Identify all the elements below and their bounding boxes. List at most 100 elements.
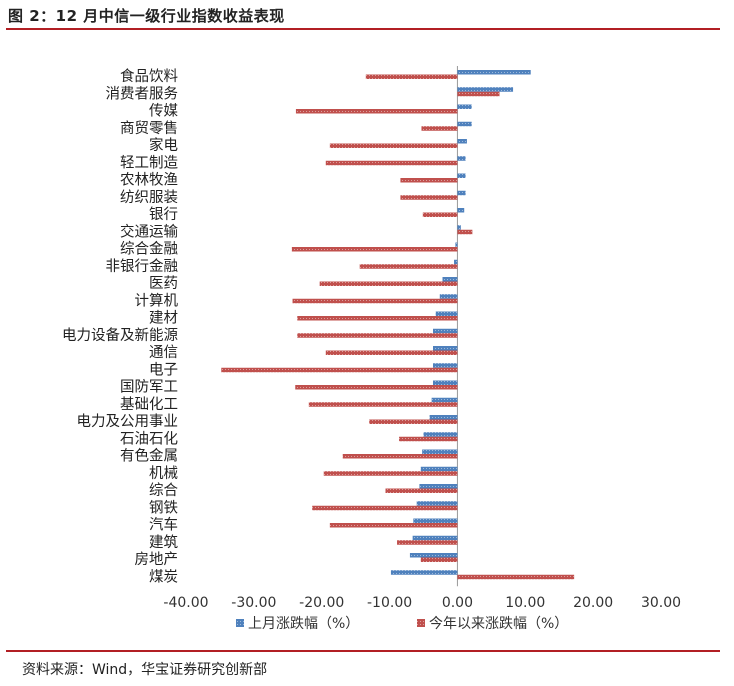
- category-label: 商贸零售: [120, 120, 178, 137]
- category-labels-group: 食品饮料消费者服务传媒商贸零售家电轻工制造农林牧渔纺织服装银行交通运输综合金融非…: [62, 68, 178, 585]
- bars-group: [221, 70, 575, 580]
- bar-ytd: [421, 126, 458, 131]
- category-label: 交通运输: [120, 222, 178, 240]
- bar-last-month: [457, 87, 514, 92]
- bar-ytd: [295, 385, 458, 390]
- bar-ytd: [325, 160, 458, 166]
- bar-ytd: [385, 488, 458, 493]
- x-tick-label: -30.00: [231, 595, 276, 611]
- bar-ytd: [359, 264, 458, 269]
- bar-ytd: [457, 91, 500, 97]
- category-label: 银行: [149, 206, 178, 223]
- bar-last-month: [422, 449, 458, 454]
- bar-ytd: [312, 505, 458, 511]
- title-rule: [6, 28, 720, 30]
- category-label: 国防军工: [120, 379, 178, 396]
- bar-last-month: [433, 380, 458, 385]
- bar-ytd: [319, 281, 458, 286]
- category-label: 非银行金融: [106, 258, 179, 275]
- category-label: 电力设备及新能源: [62, 327, 178, 344]
- bar-ytd: [457, 229, 473, 235]
- category-label: 建材: [149, 310, 178, 327]
- bar-last-month: [412, 535, 458, 541]
- bar-ytd: [329, 143, 458, 148]
- bar-last-month: [413, 518, 458, 523]
- bar-ytd: [369, 419, 458, 424]
- bar-ytd: [342, 454, 458, 459]
- bar-last-month: [409, 553, 458, 558]
- bar-ytd: [397, 540, 458, 545]
- bar-last-month: [435, 311, 458, 316]
- category-label: 汽车: [149, 517, 178, 534]
- legend: 上月涨跌幅（%） 今年以来涨跌幅（%）: [236, 616, 568, 632]
- x-tick-labels-group: -40.00 -30.00 -20.00 -10.00 0.00 10.00 20.00 30…: [163, 595, 681, 611]
- bar-ytd: [399, 436, 458, 442]
- category-label: 纺织服装: [120, 189, 178, 206]
- x-tick-label: -40.00: [163, 595, 208, 611]
- bar-ytd: [297, 333, 458, 338]
- bar-ytd: [295, 109, 458, 114]
- category-label: 房地产: [135, 551, 179, 568]
- category-label: 通信: [149, 344, 178, 361]
- bar-last-month: [457, 208, 465, 213]
- bar-last-month: [419, 484, 458, 489]
- bar-last-month: [457, 173, 466, 178]
- category-label: 电子: [149, 361, 178, 378]
- category-label: 轻工制造: [120, 154, 178, 171]
- bar-last-month: [457, 156, 466, 161]
- x-tick-label: 0.00: [442, 595, 473, 611]
- bar-ytd: [365, 74, 458, 79]
- bar-last-month: [420, 466, 458, 472]
- bar-ytd: [400, 195, 458, 200]
- bar-last-month: [457, 139, 467, 144]
- category-label: 煤炭: [149, 568, 178, 585]
- category-label: 食品饮料: [120, 68, 178, 85]
- legend-swatch: [417, 619, 425, 627]
- bar-last-month: [457, 121, 472, 127]
- bar-ytd: [457, 574, 575, 580]
- bar-last-month: [433, 346, 458, 351]
- x-tick-label: -20.00: [299, 595, 344, 611]
- bar-last-month: [455, 242, 458, 247]
- category-label: 传媒: [149, 103, 178, 120]
- bar-last-month: [431, 397, 458, 403]
- bar-last-month: [457, 104, 472, 109]
- source-rule: [6, 650, 720, 652]
- bar-ytd: [308, 402, 458, 407]
- category-label: 钢铁: [149, 499, 178, 516]
- bar-last-month: [457, 70, 531, 75]
- bar-last-month: [439, 294, 458, 299]
- category-label: 家电: [149, 137, 178, 154]
- bar-last-month: [457, 190, 466, 196]
- bar-ytd: [420, 557, 458, 562]
- bar-last-month: [454, 259, 458, 265]
- x-tick-label: 20.00: [573, 595, 613, 611]
- category-label: 建筑: [149, 534, 178, 551]
- bar-chart: 食品饮料消费者服务传媒商贸零售家电轻工制造农林牧渔纺织服装银行交通运输综合金融非…: [62, 66, 681, 632]
- bar-ytd: [221, 367, 458, 373]
- x-tick-label: 30.00: [641, 595, 681, 611]
- bar-ytd: [291, 247, 458, 252]
- bar-ytd: [329, 523, 458, 528]
- bar-ytd: [400, 178, 458, 183]
- source-note: 资料来源：Wind，华宝证券研究创新部: [22, 662, 268, 678]
- bar-ytd: [297, 316, 458, 321]
- x-tick-label: -10.00: [367, 595, 412, 611]
- legend-label: 今年以来涨跌幅（%）: [429, 616, 568, 632]
- category-label: 有色金属: [120, 448, 178, 465]
- bar-ytd: [292, 298, 458, 304]
- x-tick-label: 10.00: [505, 595, 545, 611]
- bar-ytd: [422, 212, 458, 217]
- bar-last-month: [457, 225, 461, 230]
- bar-last-month: [429, 415, 458, 420]
- category-label: 石油石化: [120, 430, 178, 447]
- category-label: 综合金融: [120, 241, 178, 258]
- bar-last-month: [442, 277, 458, 282]
- category-label: 机械: [149, 465, 178, 482]
- category-label: 基础化工: [120, 396, 178, 413]
- legend-swatch: [236, 619, 244, 627]
- bar-ytd: [323, 471, 458, 476]
- bar-last-month: [433, 363, 458, 368]
- bar-last-month: [416, 501, 458, 506]
- category-label: 计算机: [135, 292, 179, 309]
